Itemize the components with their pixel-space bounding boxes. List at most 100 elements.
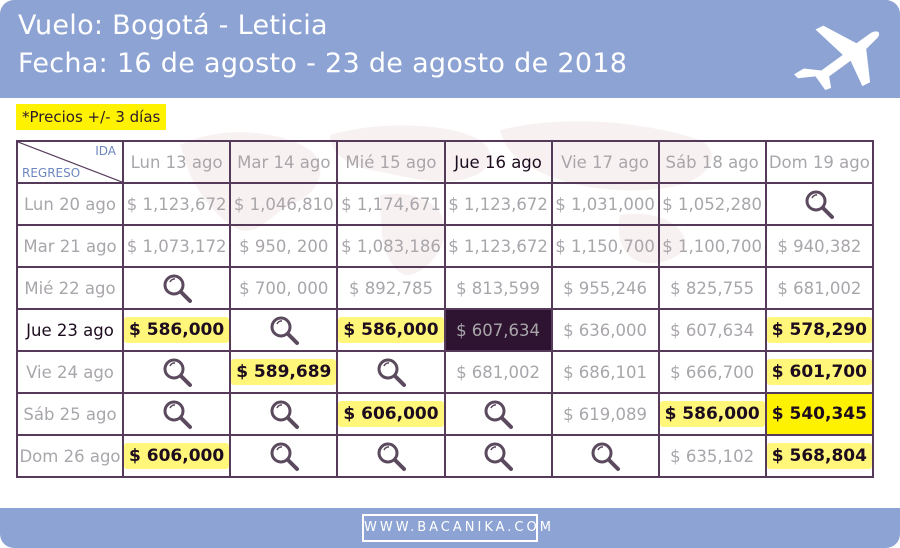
price-cell[interactable]: $ 1,123,672	[121, 182, 232, 226]
price-highlight: $ 601,700	[767, 359, 871, 385]
price-highlight: $ 568,804	[767, 443, 871, 469]
search-cell[interactable]	[336, 350, 446, 394]
magnifier-icon	[163, 358, 192, 387]
price-cell[interactable]: $ 607,634	[443, 308, 553, 352]
search-cell[interactable]	[229, 308, 339, 352]
price-cell[interactable]: $ 955,246	[550, 266, 660, 310]
price-cell[interactable]: $ 1,073,172	[121, 224, 232, 268]
table-row: Mar 21 ago $ 1,073,172 $ 950, 200 $ 1,083,1…	[16, 224, 874, 268]
search-cell[interactable]	[229, 434, 339, 478]
price-cell[interactable]: $ 586,000	[336, 308, 446, 352]
magnifier-icon	[270, 442, 299, 471]
price-highlight: $ 586,000	[339, 317, 443, 343]
price-matrix: IDA REGRESO Lun 13 ago Mar 14 ago Mié 15 a…	[16, 140, 874, 478]
column-header: Jue 16 ago	[443, 140, 553, 184]
magnifier-icon	[270, 316, 299, 345]
price-cell[interactable]: $ 1,174,671	[336, 182, 446, 226]
price-cell[interactable]: $ 681,002	[764, 266, 874, 310]
row-header: Mar 21 ago	[16, 224, 124, 268]
price-cell[interactable]: $ 606,000	[121, 434, 232, 478]
search-cell[interactable]	[443, 392, 553, 436]
price-highlight: $ 606,000	[125, 443, 229, 469]
magnifier-icon	[163, 400, 192, 429]
column-header: Mar 14 ago	[229, 140, 339, 184]
price-cell[interactable]: $ 1,123,672	[443, 224, 553, 268]
magnifier-icon	[377, 442, 406, 471]
price-cell[interactable]: $ 1,031,000	[550, 182, 660, 226]
search-cell[interactable]	[121, 350, 232, 394]
price-cell[interactable]: $ 686,101	[550, 350, 660, 394]
outbound-label: IDA	[95, 144, 116, 158]
search-cell[interactable]	[229, 392, 339, 436]
price-cell[interactable]: $ 666,700	[657, 350, 767, 394]
price-cell[interactable]: $ 635,102	[657, 434, 767, 478]
airplane-icon	[794, 25, 880, 90]
price-cell[interactable]: $ 940,382	[764, 224, 874, 268]
price-cell[interactable]: $ 681,002	[443, 350, 553, 394]
price-highlight: $ 589,689	[232, 359, 336, 385]
flight-dates: Fecha: 16 de agosto - 23 de agosto de 20…	[18, 48, 628, 79]
row-header: Sáb 25 ago	[16, 392, 124, 436]
magnifier-icon	[270, 400, 299, 429]
table-row: Sáb 25 ago $ 606,000 $ 619,089 $ 586,000 $ 5…	[16, 392, 874, 436]
search-cell[interactable]	[550, 434, 660, 478]
column-header: Lun 13 ago	[121, 140, 232, 184]
price-cell[interactable]: $ 606,000	[336, 392, 446, 436]
price-highlight: $ 578,290	[767, 317, 871, 343]
price-cell[interactable]: $ 825,755	[657, 266, 767, 310]
return-label: REGRESO	[22, 166, 81, 180]
search-cell[interactable]	[443, 434, 553, 478]
search-cell[interactable]	[764, 182, 874, 226]
price-cell[interactable]: $ 540,345	[764, 392, 874, 436]
price-cell[interactable]: $ 589,689	[229, 350, 339, 394]
price-cell[interactable]: $ 586,000	[121, 308, 232, 352]
price-cell[interactable]: $ 1,046,810	[229, 182, 339, 226]
table-row: Lun 20 ago $ 1,123,672 $ 1,046,810 $ 1,174,…	[16, 182, 874, 226]
price-cell[interactable]: $ 700, 000	[229, 266, 339, 310]
price-cell[interactable]: $ 636,000	[550, 308, 660, 352]
row-header: Vie 24 ago	[16, 350, 124, 394]
search-cell[interactable]	[121, 266, 232, 310]
row-header: Lun 20 ago	[16, 182, 124, 226]
flight-title: Vuelo: Bogotá - Leticia	[18, 10, 328, 41]
price-cell[interactable]: $ 1,150,700	[550, 224, 660, 268]
corner-diagonal	[19, 143, 121, 181]
website-link[interactable]: WWW.BACANIKA.COM	[362, 514, 551, 542]
header-banner: Vuelo: Bogotá - Leticia Fecha: 16 de ago…	[0, 0, 900, 98]
search-cell[interactable]	[121, 392, 232, 436]
price-highlight: $ 586,000	[125, 317, 229, 343]
magnifier-icon	[805, 190, 835, 219]
price-cell[interactable]: $ 892,785	[336, 266, 446, 310]
price-note: *Precios +/- 3 días	[16, 104, 167, 130]
price-highlight: $ 606,000	[339, 401, 443, 427]
price-cell[interactable]: $ 1,123,672	[443, 182, 553, 226]
table-row: Dom 26 ago $ 606,000 $ 635,102 $ 568,804	[16, 434, 874, 478]
row-header: Jue 23 ago	[16, 308, 124, 352]
row-header: Dom 26 ago	[16, 434, 124, 478]
magnifier-icon	[591, 442, 621, 471]
column-header: Vie 17 ago	[550, 140, 660, 184]
price-cell[interactable]: $ 568,804	[764, 434, 874, 478]
search-cell[interactable]	[336, 434, 446, 478]
price-cell[interactable]: $ 586,000	[657, 392, 767, 436]
magnifier-icon	[163, 274, 192, 303]
column-header: Mié 15 ago	[336, 140, 446, 184]
price-cell[interactable]: $ 1,052,280	[657, 182, 767, 226]
price-cell[interactable]: $ 619,089	[550, 392, 660, 436]
table-row: Mié 22 ago $ 700, 000 $ 892,785 $ 813,599 $ …	[16, 266, 874, 310]
price-cell[interactable]: $ 578,290	[764, 308, 874, 352]
price-highlight: $ 540,345	[771, 404, 867, 424]
column-header: Sáb 18 ago	[657, 140, 767, 184]
price-cell[interactable]: $ 601,700	[764, 350, 874, 394]
magnifier-icon	[377, 358, 406, 387]
row-header: Mié 22 ago	[16, 266, 124, 310]
magnifier-icon	[484, 442, 514, 471]
magnifier-icon	[484, 400, 514, 429]
price-cell[interactable]: $ 813,599	[443, 266, 553, 310]
table-row: Vie 24 ago $ 589,689 $ 681,002 $ 686,101 $ 6…	[16, 350, 874, 394]
price-cell[interactable]: $ 1,100,700	[657, 224, 767, 268]
price-cell[interactable]: $ 1,083,186	[336, 224, 446, 268]
price-cell[interactable]: $ 950, 200	[229, 224, 339, 268]
price-cell[interactable]: $ 607,634	[657, 308, 767, 352]
price-highlight: $ 586,000	[660, 401, 764, 427]
